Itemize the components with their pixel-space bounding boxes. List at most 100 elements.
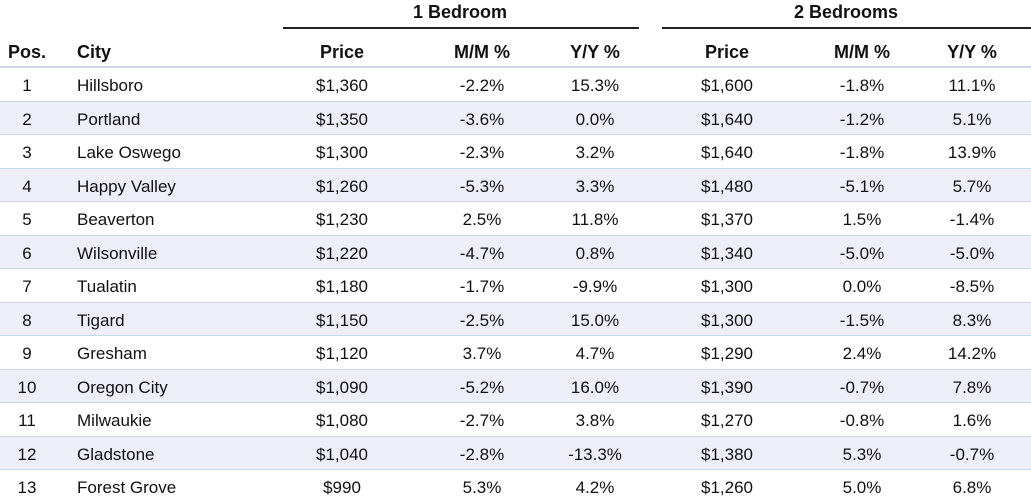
table-cell: -8.5% [949,277,995,296]
table-cell: 0.8% [575,243,615,263]
table-cell: $1,600 [701,76,753,95]
table-cell: $1,300 [316,143,368,162]
table-cell: $1,040 [316,444,368,464]
table-cell: $1,360 [316,76,368,95]
table-cell: -1.8% [839,143,885,162]
table-cell: $1,270 [701,411,753,430]
table-cell: 15.3% [570,76,620,95]
column-header: M/M % [834,42,890,62]
table-cell: $1,150 [316,310,368,330]
column-header: Y/Y % [947,42,997,62]
table-cell: 1.6% [952,411,992,430]
row-separator [0,268,1031,269]
table-cell: 3 [22,143,32,162]
table-cell: $1,370 [701,210,753,229]
table-cell: Hillsboro [77,76,144,95]
table-cell: Oregon City [77,377,168,397]
row-background [0,168,1031,202]
row-separator [0,435,1031,437]
row-separator [0,167,1031,169]
table-cell: 8.3% [952,310,992,330]
table-cell: $990 [323,478,361,497]
table-cell: 13 [17,478,37,497]
column-header: Y/Y % [570,42,620,62]
table-cell: -4.7% [459,243,505,263]
row-separator [0,234,1031,236]
table-cell: -3.6% [459,109,505,129]
table-cell: 0.0% [575,109,615,129]
table-cell: 13.9% [947,143,997,162]
table-cell: 12 [17,444,37,464]
table-cell: 7.8% [952,377,992,397]
table-cell: -2.5% [459,310,505,330]
table-cell: Tualatin [77,277,137,296]
table-cell: $1,350 [316,109,368,129]
table-cell: 3.7% [462,344,502,363]
group-header: 2 Bedrooms [793,2,899,22]
table-cell: 5.0% [842,478,882,497]
table-cell: -5.0% [839,243,885,263]
row-background [0,436,1031,470]
header-rule [0,66,1031,68]
column-header: Price [704,42,750,62]
table-cell: -5.1% [839,176,885,196]
row-separator [0,134,1031,135]
table-cell: 9 [22,344,32,363]
table-cell: Happy Valley [77,176,176,196]
table-cell: $1,260 [701,478,753,497]
table-cell: 3.8% [575,411,615,430]
table-cell: 5.7% [952,176,992,196]
table-cell: 4.7% [575,344,615,363]
table-cell: -1.2% [839,109,885,129]
table-cell: $1,180 [316,277,368,296]
table-cell: Beaverton [77,210,155,229]
row-separator [0,301,1031,303]
table-cell: 10 [17,377,37,397]
table-cell: 5 [22,210,32,229]
table-cell: Lake Oswego [77,143,181,162]
table-cell: 11.8% [571,210,619,229]
table-cell: 4.2% [575,478,615,497]
table-cell: -0.8% [839,411,885,430]
table-cell: -1.7% [459,277,505,296]
table-cell: Forest Grove [77,478,177,497]
table-cell: 2.4% [842,344,882,363]
row-background [0,235,1031,269]
table-cell: 5.1% [952,109,992,129]
table-cell: -13.3% [568,444,622,464]
row-background [0,369,1031,403]
table-cell: $1,260 [316,176,368,196]
table-cell: $1,380 [701,444,753,464]
table-cell: 2.5% [462,210,502,229]
table-cell: 6 [22,243,32,263]
table-cell: -2.3% [459,143,505,162]
table-cell: 11 [18,411,36,430]
row-separator [0,368,1031,370]
table-cell: Portland [77,109,141,129]
row-separator [0,402,1031,403]
table-cell: 1 [22,76,32,95]
table-cell: -5.3% [459,176,505,196]
table-cell: 11.1% [948,76,996,95]
table-cell: 3.3% [575,176,615,196]
row-background [0,101,1031,135]
table-cell: -2.7% [459,411,505,430]
row-separator [0,469,1031,470]
table-cell: Gladstone [77,444,155,464]
table-cell: $1,080 [316,411,368,430]
column-header: City [77,42,112,62]
table-cell: 14.2% [947,344,997,363]
group-underline [662,27,1031,29]
table-cell: $1,640 [701,109,753,129]
table-cell: 5.3% [462,478,502,497]
table-cell: $1,090 [316,377,368,397]
table-cell: $1,290 [701,344,753,363]
row-separator [0,100,1031,102]
table-cell: -2.8% [459,444,505,464]
column-header: Price [319,42,365,62]
table-cell: $1,220 [316,243,368,263]
table-cell: 2 [22,109,32,129]
table-cell: 16.0% [570,377,620,397]
table-cell: Tigard [77,310,125,330]
